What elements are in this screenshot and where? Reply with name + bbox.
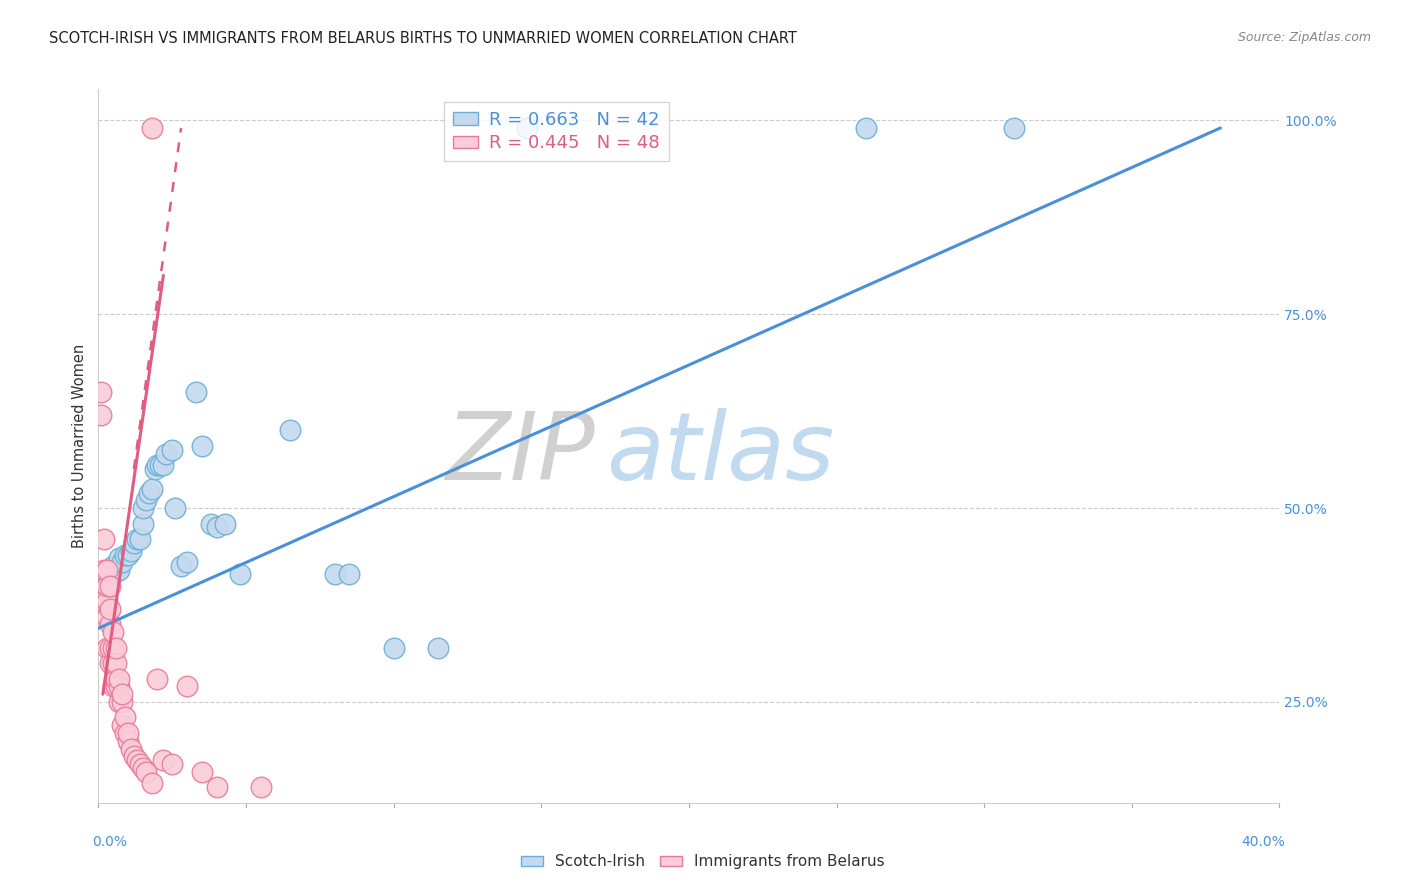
Point [214, 516, 236, 531]
Point [103, 559, 125, 574]
Text: Source: ZipAtlas.com: Source: ZipAtlas.com [1237, 31, 1371, 45]
Point [205, 520, 228, 534]
Point [103, 680, 125, 694]
Legend: Scotch-Irish, Immigrants from Belarus: Scotch-Irish, Immigrants from Belarus [516, 848, 890, 875]
Point [98, 656, 121, 670]
Point [155, 447, 177, 461]
Point [152, 753, 174, 767]
Point [138, 485, 160, 500]
Point [855, 120, 877, 135]
Point [103, 640, 125, 655]
Point [382, 640, 405, 655]
Point [128, 532, 150, 546]
Text: SCOTCH-IRISH VS IMMIGRANTS FROM BELARUS BIRTHS TO UNMARRIED WOMEN CORRELATION CH: SCOTCH-IRISH VS IMMIGRANTS FROM BELARUS … [49, 31, 797, 46]
Point [108, 695, 131, 709]
Point [117, 548, 139, 562]
Point [90, 408, 112, 422]
Point [114, 548, 136, 562]
Point [339, 566, 361, 581]
Text: 0.0%: 0.0% [93, 835, 128, 849]
Point [205, 780, 228, 795]
Point [135, 764, 157, 779]
Point [108, 563, 131, 577]
Point [152, 458, 174, 473]
Point [103, 625, 125, 640]
Point [108, 672, 131, 686]
Point [146, 458, 169, 473]
Point [122, 749, 145, 764]
Point [96, 579, 118, 593]
Point [200, 516, 222, 531]
Point [162, 442, 183, 457]
Point [280, 424, 302, 438]
Point [117, 726, 139, 740]
Point [122, 536, 145, 550]
Y-axis label: Births to Unmarried Women: Births to Unmarried Women [72, 344, 87, 548]
Point [90, 384, 112, 399]
Point [323, 566, 346, 581]
Point [141, 120, 163, 135]
Point [96, 566, 118, 581]
Point [93, 594, 115, 608]
Point [105, 656, 128, 670]
Point [96, 609, 118, 624]
Point [114, 710, 136, 724]
Point [117, 733, 139, 747]
Point [146, 672, 169, 686]
Point [250, 780, 273, 795]
Point [111, 555, 134, 569]
Point [108, 680, 131, 694]
Point [105, 680, 128, 694]
Text: atlas: atlas [606, 408, 835, 499]
Point [516, 120, 538, 135]
Point [132, 516, 155, 531]
Point [103, 566, 125, 581]
Point [229, 566, 252, 581]
Point [105, 672, 128, 686]
Point [96, 594, 118, 608]
Point [103, 656, 125, 670]
Point [98, 617, 121, 632]
Point [105, 563, 128, 577]
Point [120, 741, 142, 756]
Point [141, 482, 163, 496]
Point [191, 439, 214, 453]
Point [125, 532, 148, 546]
Point [98, 579, 121, 593]
Point [105, 640, 128, 655]
Point [132, 761, 155, 775]
Point [114, 726, 136, 740]
Point [176, 555, 198, 569]
Text: 40.0%: 40.0% [1241, 835, 1285, 849]
Point [170, 559, 193, 574]
Point [143, 462, 166, 476]
Point [96, 563, 118, 577]
Point [135, 493, 157, 508]
Point [191, 764, 214, 779]
Point [1002, 120, 1025, 135]
Point [165, 501, 187, 516]
Point [93, 532, 115, 546]
Text: ZIP: ZIP [444, 408, 595, 499]
Point [98, 640, 121, 655]
Point [98, 566, 121, 581]
Point [176, 680, 198, 694]
Point [125, 753, 148, 767]
Legend: R = 0.663   N = 42, R = 0.445   N = 48: R = 0.663 N = 42, R = 0.445 N = 48 [444, 102, 669, 161]
Point [162, 757, 183, 772]
Point [141, 776, 163, 790]
Point [111, 695, 134, 709]
Point [96, 640, 118, 655]
Point [128, 757, 150, 772]
Point [184, 384, 207, 399]
Point [111, 687, 134, 701]
Point [132, 501, 155, 516]
Point [149, 458, 172, 473]
Point [111, 718, 134, 732]
Point [427, 640, 450, 655]
Point [98, 602, 121, 616]
Point [108, 551, 131, 566]
Point [93, 563, 115, 577]
Point [120, 543, 142, 558]
